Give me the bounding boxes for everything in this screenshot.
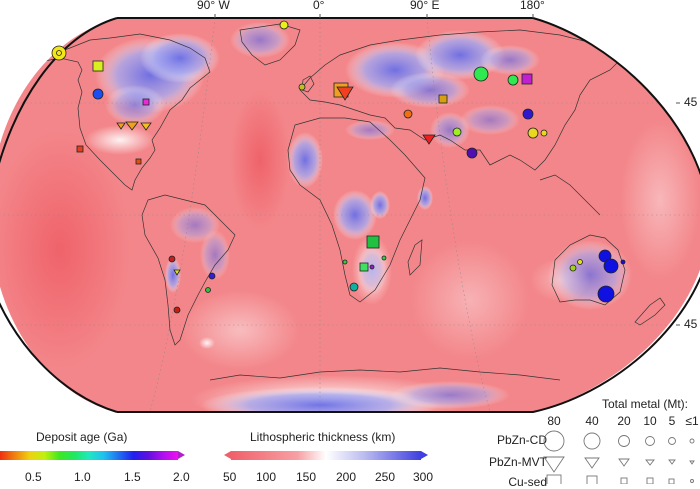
age-tick-1-5: 1.5	[124, 470, 141, 484]
lon-label-90w: 90° W	[197, 0, 230, 12]
circle-20-icon	[618, 435, 630, 447]
circle-10-icon	[645, 436, 655, 446]
thickness-colorbar-arrow-left	[224, 451, 231, 459]
triangle-le1-icon	[689, 460, 695, 465]
triangle-80-icon	[543, 456, 565, 473]
lat-label-45n: 45	[684, 95, 698, 109]
triangle-10-icon	[645, 459, 655, 466]
size-legend-symbols	[543, 430, 695, 484]
age-tick-0-5: 0.5	[25, 470, 42, 484]
thickness-tick-100: 100	[256, 470, 277, 484]
size-label-80: 80	[547, 414, 561, 428]
triangle-40-icon	[584, 457, 600, 469]
thickness-tick-50: 50	[223, 470, 237, 484]
square-le1-icon	[690, 479, 694, 483]
triangle-20-icon	[618, 458, 630, 467]
square-5-icon	[668, 478, 675, 484]
circle-80-icon	[543, 430, 565, 452]
world-map	[0, 14, 700, 413]
square-80-icon	[546, 474, 562, 484]
lon-label-0: 0°	[313, 0, 325, 12]
age-legend-title: Deposit age (Ga)	[36, 430, 128, 444]
square-10-icon	[646, 477, 654, 484]
thickness-colorbar-arrow-right	[421, 451, 428, 459]
thickness-tick-150: 150	[296, 470, 317, 484]
size-label-5: 5	[668, 414, 676, 428]
thickness-tick-300: 300	[413, 470, 434, 484]
lon-label-180: 180°	[520, 0, 545, 12]
circle-40-icon	[583, 432, 601, 450]
circle-le1-icon	[689, 438, 695, 444]
row-label-cu-sed: Cu-sed	[508, 475, 547, 489]
lat-label-45s: 45	[684, 317, 698, 331]
age-tick-2-0: 2.0	[173, 470, 190, 484]
thickness-colorbar	[231, 451, 421, 460]
square-20-icon	[620, 477, 628, 484]
row-label-pbzn-mvt: PbZn-MVT	[488, 455, 547, 469]
age-colorbar-arrow	[178, 451, 185, 459]
size-label-10: 10	[643, 414, 657, 428]
lon-label-90e: 90° E	[410, 0, 440, 12]
square-40-icon	[586, 475, 598, 484]
size-label-40: 40	[585, 414, 599, 428]
size-legend-title: Total metal (Mt):	[602, 397, 689, 411]
size-label-20: 20	[617, 414, 631, 428]
row-label-pbzn-cd: PbZn-CD	[496, 433, 547, 447]
age-tick-1-0: 1.0	[74, 470, 91, 484]
thickness-tick-250: 250	[375, 470, 396, 484]
thickness-legend-title: Lithospheric thickness (km)	[250, 430, 396, 444]
thickness-tick-200: 200	[336, 470, 357, 484]
circle-5-icon	[668, 437, 676, 445]
triangle-5-icon	[668, 459, 676, 465]
size-label-le1: ≤1	[685, 414, 699, 428]
age-colorbar	[0, 451, 178, 460]
